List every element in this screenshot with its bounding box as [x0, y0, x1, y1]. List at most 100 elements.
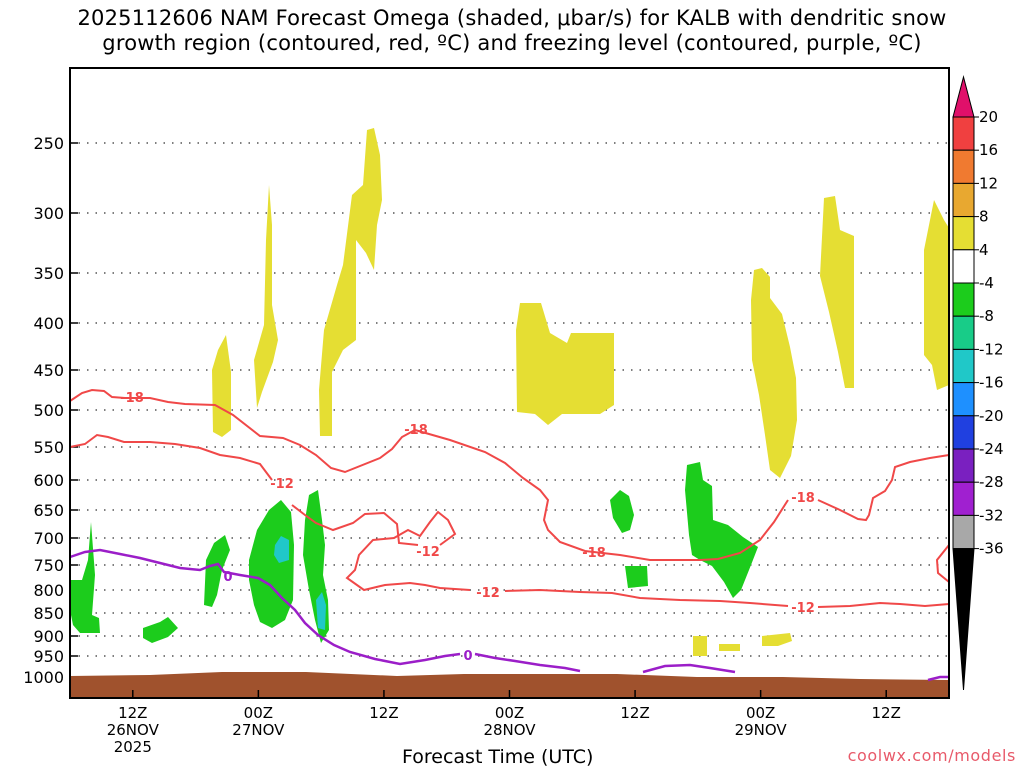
strong-ascent-area — [274, 536, 289, 563]
colorbar-top-arrow — [952, 75, 975, 118]
terrain — [70, 672, 949, 698]
time-label: 12Z — [620, 704, 649, 722]
pressure-label: 450 — [33, 361, 64, 380]
pressure-label: 1000 — [23, 668, 64, 687]
colorbar-bin — [952, 415, 975, 450]
dgz-contour-line — [935, 544, 950, 583]
colorbar-label: -12 — [979, 340, 1004, 358]
title-line-1: 2025112606 NAM Forecast Omega (shaded, μ… — [77, 6, 947, 30]
freezing-contour-label: 0 — [463, 649, 472, 664]
pressure-label: 950 — [33, 647, 64, 666]
dgz-contour-label: -18 — [791, 491, 815, 506]
ascent-area — [143, 617, 178, 643]
colorbar-label: -28 — [979, 473, 1004, 491]
time-label: 27NOV — [232, 721, 285, 739]
dgz-contours — [69, 388, 950, 608]
colorbar-bottom-arrow — [952, 548, 975, 691]
pressure-labels: 250 300 350 400 450 500 550 600 650 700 750 800 850 9… — [23, 134, 64, 687]
freezing-contours — [69, 548, 949, 682]
omega-shading — [70, 128, 949, 656]
time-label: 00Z — [746, 704, 775, 722]
time-label: 00Z — [495, 704, 524, 722]
colorbar-bin — [952, 348, 975, 384]
colorbar-label: -16 — [979, 374, 1004, 392]
colorbar-label: -32 — [979, 506, 1004, 524]
pressure-label: 250 — [33, 134, 64, 153]
dgz-contour-label: -12 — [791, 601, 815, 616]
plot-background — [70, 68, 949, 698]
colorbar-bin — [952, 216, 975, 251]
ascent-area — [610, 490, 634, 533]
colorbar: 20 16 12 8 4 -4 -8 -12 -16 -20 -24 -28 -32 -36 — [952, 75, 1004, 691]
colorbar-bin — [952, 149, 975, 184]
freezing-contour-line — [927, 675, 949, 682]
descent-area — [762, 633, 792, 646]
pressure-label: 500 — [33, 401, 64, 420]
descent-area — [924, 200, 949, 390]
freezing-contour-line — [69, 548, 461, 666]
dgz-contour-line — [69, 388, 789, 561]
time-label: 00Z — [244, 704, 273, 722]
dgz-contour-label: -18 — [404, 423, 428, 438]
dgz-contour-line — [69, 433, 273, 481]
pressure-label: 750 — [33, 556, 64, 575]
colorbar-bin — [952, 448, 975, 483]
chart-title: 2025112606 NAM Forecast Omega (shaded, μ… — [0, 6, 1024, 56]
colorbar-bin — [952, 514, 975, 550]
descent-area — [254, 185, 278, 408]
dgz-contour-label: -12 — [476, 586, 500, 601]
pressure-label: 600 — [33, 471, 64, 490]
time-label: 2025 — [114, 738, 152, 756]
dgz-contour-label: -12 — [416, 545, 440, 560]
colorbar-label: -8 — [979, 307, 994, 325]
dgz-contour-line — [817, 454, 950, 522]
colorbar-label: -20 — [979, 407, 1004, 425]
colorbar-label: 16 — [979, 141, 998, 159]
title-line-2: growth region (contoured, red, ºC) and f… — [102, 31, 922, 55]
x-axis-label: Forecast Time (UTC) — [402, 746, 594, 768]
dgz-contour-line — [291, 504, 419, 546]
descent-area — [820, 196, 854, 388]
time-label: 12Z — [369, 704, 398, 722]
dgz-contour-line — [345, 510, 471, 592]
pressure-label: 550 — [33, 438, 64, 457]
colorbar-label: -24 — [979, 440, 1004, 458]
freezing-contour-line — [474, 652, 581, 673]
time-label: 26NOV — [107, 721, 160, 739]
colorbar-bin — [952, 382, 975, 417]
freezing-contour-line — [642, 663, 736, 674]
credit-text: coolwx.com/models — [847, 746, 1016, 765]
time-label: 29NOV — [735, 721, 788, 739]
colorbar-bin — [952, 182, 975, 218]
dgz-contour-label: -12 — [270, 477, 294, 492]
ascent-area — [685, 462, 758, 598]
colorbar-label: 20 — [979, 108, 998, 126]
pressure-label: 800 — [33, 581, 64, 600]
pressure-label: 300 — [33, 204, 64, 223]
colorbar-label: 8 — [979, 208, 989, 226]
colorbar-label: 12 — [979, 174, 998, 192]
freezing-contour-label: 0 — [223, 570, 232, 585]
ascent-area — [204, 535, 230, 607]
time-label: 12Z — [872, 704, 901, 722]
colorbar-bin — [952, 249, 975, 284]
pressure-label: 700 — [33, 529, 64, 548]
descent-area — [516, 303, 614, 425]
dgz-contour-label: -18 — [120, 391, 144, 406]
time-label: 28NOV — [483, 721, 536, 739]
descent-area — [751, 268, 797, 478]
ascent-area — [249, 500, 294, 628]
contour-labels: -18 -18 -12 -12 -18 -18 -12 -12 0 0 — [120, 391, 815, 664]
colorbar-label: -36 — [979, 540, 1004, 558]
plot-frame — [69, 67, 950, 699]
colorbar-bin — [952, 315, 975, 350]
pressure-label: 400 — [33, 314, 64, 333]
colorbar-bin — [952, 282, 975, 317]
colorbar-bin — [952, 481, 975, 516]
pressure-label: 850 — [33, 604, 64, 623]
time-label: 12Z — [118, 704, 147, 722]
pressure-label: 350 — [33, 264, 64, 283]
descent-area — [719, 644, 740, 651]
dgz-contour-line — [817, 601, 950, 608]
